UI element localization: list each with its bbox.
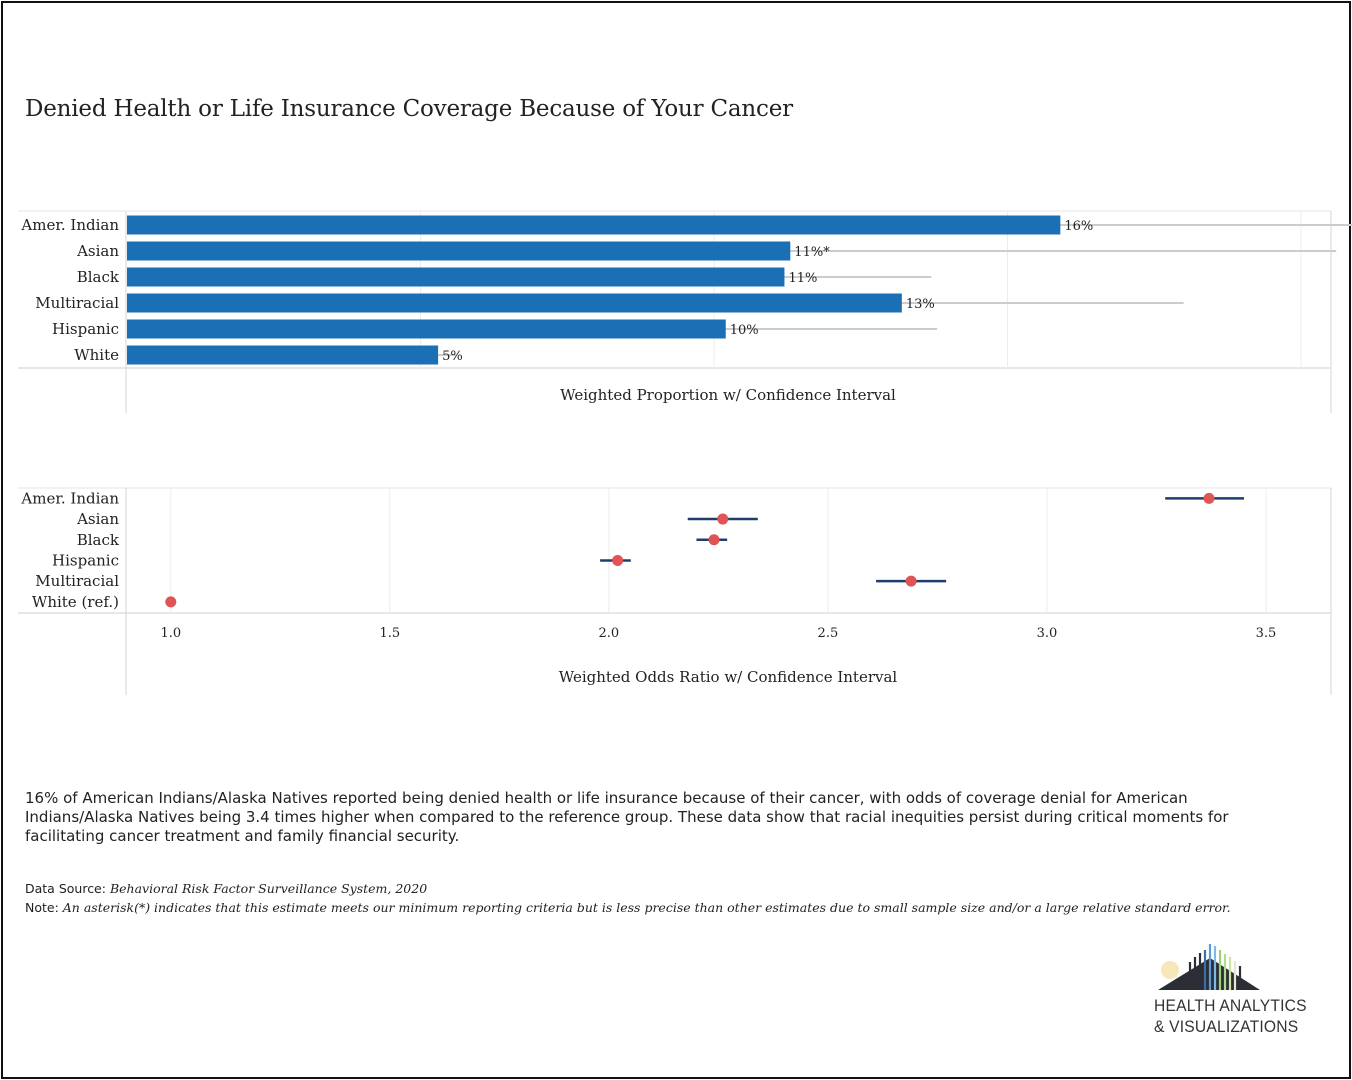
or-x-tick-label: 2.5: [818, 626, 839, 641]
bar-value-label: 11%: [788, 271, 817, 286]
bar-value-label: 5%: [442, 349, 463, 364]
or-category-label: Hispanic: [52, 551, 119, 569]
or-point-black: [708, 534, 720, 546]
data-source-label: Data Source:: [25, 881, 110, 896]
logo-text-line2: & VISUALIZATIONS: [1154, 1017, 1299, 1036]
or-point-asian: [717, 513, 729, 525]
bar-category-label: Black: [77, 268, 120, 286]
logo-icon: [1158, 944, 1260, 990]
bar-value-label: 13%: [906, 297, 935, 312]
bar-asian: [127, 241, 791, 261]
page-title: Denied Health or Life Insurance Coverage…: [25, 96, 793, 122]
or-category-label: Asian: [76, 510, 119, 528]
or-chart-x-axis-label: Weighted Odds Ratio w/ Confidence Interv…: [559, 668, 898, 686]
or-x-tick-label: 1.0: [160, 626, 181, 641]
or-x-tick-label: 3.5: [1256, 626, 1277, 641]
data-source-line: Data Source: Behavioral Risk Factor Surv…: [25, 879, 1231, 898]
or-category-label: Black: [77, 531, 120, 549]
or-x-tick-label: 3.0: [1037, 626, 1058, 641]
or-point-multiracial: [905, 575, 917, 587]
bar-white: [127, 345, 439, 365]
bar-category-label: Multiracial: [35, 294, 119, 312]
or-point-white-ref: [165, 596, 177, 608]
data-source-value: Behavioral Risk Factor Surveillance Syst…: [109, 881, 428, 896]
or-category-label: Multiracial: [35, 572, 119, 590]
source-notes: Data Source: Behavioral Risk Factor Surv…: [25, 879, 1231, 917]
or-x-tick-label: 1.5: [379, 626, 400, 641]
bar-value-label: 11%*: [794, 245, 830, 260]
bar-hispanic: [127, 319, 726, 339]
bar-value-label: 10%: [730, 323, 759, 338]
health-analytics-logo: HEALTH ANALYTICS & VISUALIZATIONS: [1150, 940, 1307, 1040]
bar-category-label: Amer. Indian: [20, 216, 119, 234]
or-category-label: Amer. Indian: [20, 489, 119, 507]
bar-value-label: 16%: [1064, 219, 1093, 234]
bar-chart-x-axis-label: Weighted Proportion w/ Confidence Interv…: [560, 386, 896, 404]
proportion-bar-chart: Amer. Indian Asian Black Multiracial Hispani…: [18, 210, 1352, 413]
note-line: Note: An asterisk(*) indicates that this…: [25, 898, 1231, 917]
logo-text-line1: HEALTH ANALYTICS: [1154, 996, 1307, 1015]
bar-amer-indian: [127, 215, 1061, 235]
summary-text: 16% of American Indians/Alaska Natives r…: [25, 789, 1229, 845]
or-x-tick-label: 2.0: [599, 626, 620, 641]
bar-category-label: Asian: [76, 242, 119, 260]
bar-multiracial: [127, 293, 902, 313]
bar-black: [127, 267, 785, 287]
odds-ratio-forest-plot: Amer. Indian Asian Black Hispanic Multiracia…: [18, 487, 1332, 695]
or-point-hispanic: [612, 554, 624, 566]
bar-category-label: Hispanic: [52, 320, 119, 338]
or-category-label: White (ref.): [32, 593, 119, 611]
or-point-amer-indian: [1203, 492, 1215, 504]
note-text: An asterisk(*) indicates that this estim…: [62, 900, 1231, 915]
note-label: Note:: [25, 900, 63, 915]
bar-category-label: White: [74, 346, 119, 364]
